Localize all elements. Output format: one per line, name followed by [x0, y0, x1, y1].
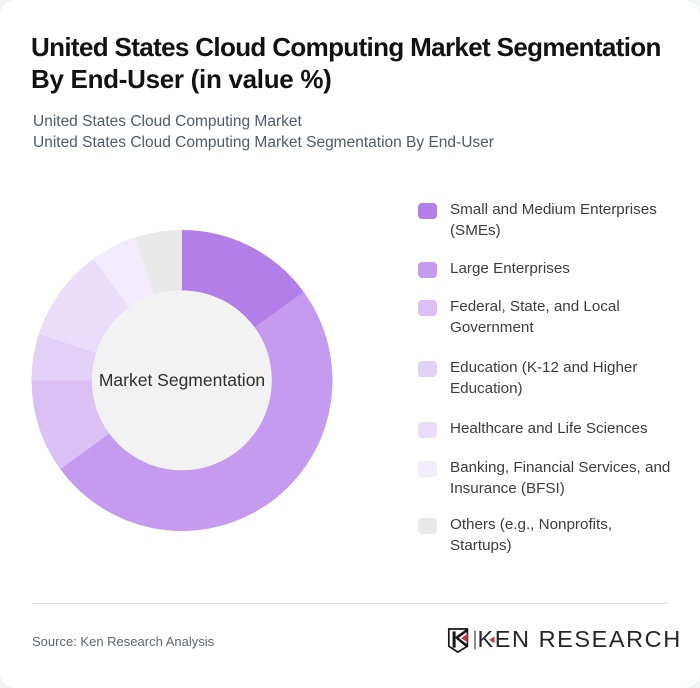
svg-text:KEN RESEARCH: KEN RESEARCH [478, 626, 680, 652]
